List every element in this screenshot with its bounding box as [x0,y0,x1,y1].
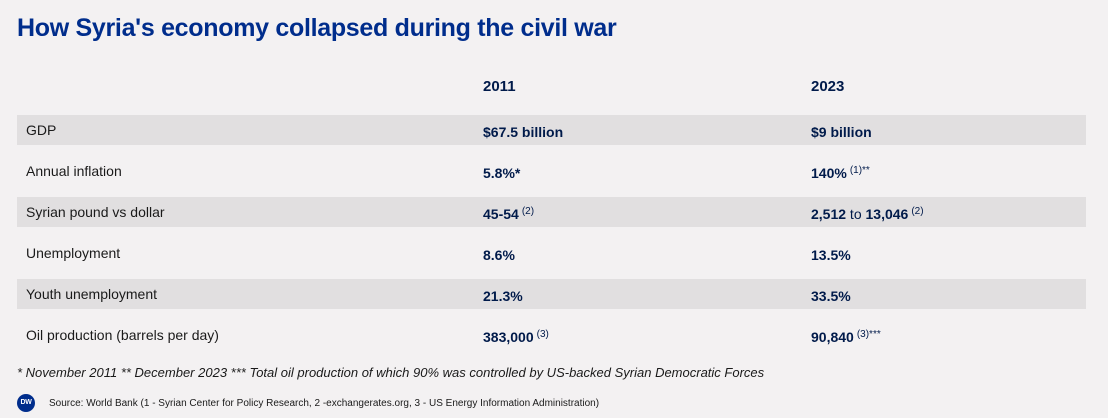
row-label: Youth unemployment [26,286,158,302]
value-2023: 140% (1)** [811,165,870,181]
table-row-inflation: Annual inflation 5.8%* 140% (1)** [17,156,1086,186]
row-label: Oil production (barrels per day) [26,327,219,343]
value-2011: 21.3% [483,288,523,304]
table-row-gdp: GDP $67.5 billion $9 billion [17,115,1086,145]
value-2011: $67.5 billion [483,124,564,140]
table-row-youth-unemployment: Youth unemployment 21.3% 33.5% [17,279,1086,309]
table-row-exchange-rate: Syrian pound vs dollar 45-54 (2) 2,512 to… [17,197,1086,227]
value-2011: 383,000 (3) [483,329,549,345]
dw-logo-icon: DW [17,394,35,412]
value-2023: 90,840 (3)*** [811,329,881,345]
column-header-2011: 2011 [483,78,516,95]
value-2023: 33.5% [811,288,851,304]
page-title: How Syria's economy collapsed during the… [17,14,617,42]
row-label: Unemployment [26,245,121,261]
value-2011: 8.6% [483,247,515,263]
row-label: Annual inflation [26,163,122,179]
source-line: DW Source: World Bank (1 - Syrian Center… [17,394,599,412]
value-2011: 45-54 (2) [483,206,535,222]
table-header: 2011 2023 [17,78,1086,100]
column-header-2023: 2023 [811,78,845,95]
data-table: GDP $67.5 billion $9 billion Annual infl… [17,115,1086,361]
table-row-oil-production: Oil production (barrels per day) 383,000… [17,320,1086,350]
table-row-unemployment: Unemployment 8.6% 13.5% [17,238,1086,268]
source-text: Source: World Bank (1 - Syrian Center fo… [49,397,600,409]
value-2023: $9 billion [811,124,872,140]
row-label: Syrian pound vs dollar [26,204,165,220]
value-2023: 2,512 to 13,046 (2) [811,206,924,222]
value-2011: 5.8%* [483,165,521,181]
footnote: * November 2011 ** December 2023 *** Tot… [17,365,765,380]
value-2023: 13.5% [811,247,851,263]
row-label: GDP [26,122,57,138]
